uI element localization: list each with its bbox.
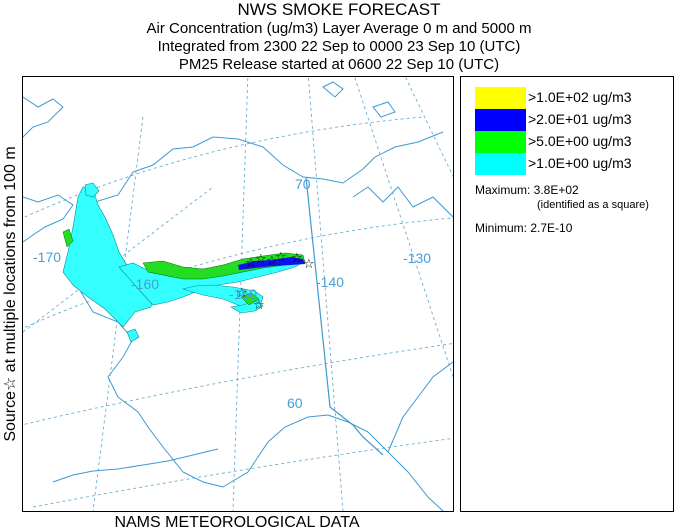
legend-label-1e02: >1.0E+02 ug/m3 — [528, 89, 632, 105]
coastline-south-alaska — [222, 414, 444, 511]
label-lat-60: 60 — [287, 395, 303, 411]
graticule-lon-130 — [354, 77, 453, 378]
plume-cyan-north — [84, 182, 100, 198]
coastline-canada-west — [387, 361, 453, 453]
legend-maximum-note: (identified as a square) — [537, 199, 649, 211]
coastline-chukotka — [23, 194, 74, 243]
map-svg: ☆ ☆ ☆ ☆ ☆ ☆ ☆ ☆ -170 -160 -150 -140 -130… — [23, 77, 453, 511]
graticule-lon-120 — [404, 77, 453, 178]
legend-swatch-cyan — [475, 153, 526, 175]
meteorological-data-label: NAMS METEOROLOGICAL DATA — [114, 514, 360, 531]
legend-label-2e01: >2.0E+01 ug/m3 — [528, 111, 632, 127]
label-lon-m140: -140 — [316, 274, 344, 290]
label-lon-m160: -160 — [131, 276, 159, 292]
plume-cyan-south — [181, 284, 264, 311]
forecast-subtitle-integration: Integrated from 2300 22 Sep to 0000 23 S… — [157, 38, 521, 55]
source-marker: ☆ — [236, 286, 248, 301]
label-lon-m150: -150 — [229, 286, 257, 302]
source-marker: ☆ — [253, 298, 265, 313]
alaska-canada-border — [305, 176, 384, 456]
legend-label-5e00: >5.0E+00 ug/m3 — [528, 133, 632, 149]
forecast-subtitle-release: PM25 Release started at 0600 22 Sep 10 (… — [178, 56, 500, 73]
plume-green-layer — [62, 228, 306, 306]
coastline-aleutians — [52, 448, 219, 483]
legend-label-1e00: >1.0E+00 ug/m3 — [528, 155, 632, 171]
source-marker: ☆ — [275, 250, 287, 265]
legend-swatch-yellow — [475, 87, 526, 109]
plume-cyan-blob — [126, 328, 140, 343]
coastline-canada-arctic — [352, 186, 453, 218]
concentration-legend: >1.0E+02 ug/m3 >2.0E+01 ug/m3 >5.0E+00 u… — [460, 76, 674, 512]
plume-cyan-west — [62, 186, 154, 328]
coastline-north-alaska — [82, 131, 444, 238]
legend-minimum: Minimum: 2.7E-10 — [475, 221, 573, 235]
source-marker: ☆ — [291, 251, 303, 266]
plume-blue-layer — [238, 257, 305, 270]
label-lon-m130: -130 — [403, 250, 431, 266]
source-side-label: Source☆ at multiple locations from 100 m — [2, 146, 19, 442]
plume-green-sw — [62, 228, 74, 248]
forecast-subtitle-concentration: Air Concentration (ug/m3) Layer Average … — [146, 20, 532, 37]
plume-cyan-south2 — [230, 300, 264, 314]
plume-green-main — [142, 252, 306, 280]
source-marker: ☆ — [255, 252, 267, 267]
smoke-map: ☆ ☆ ☆ ☆ ☆ ☆ ☆ ☆ -170 -160 -150 -140 -130… — [22, 76, 454, 512]
source-marker: ☆ — [266, 254, 278, 269]
legend-swatch-green — [475, 131, 526, 153]
coastline-islands — [322, 81, 396, 118]
plume-green-south — [240, 292, 260, 306]
graticule-lon-140 — [307, 77, 344, 511]
plume-blue-main — [238, 257, 305, 270]
graticule-lon-170 — [23, 186, 214, 333]
graticule-lat-70 — [23, 116, 424, 219]
label-lat-70: 70 — [295, 176, 311, 192]
graticule-lon-150 — [232, 77, 249, 511]
forecast-title: NWS SMOKE FORECAST — [237, 0, 441, 19]
source-markers: ☆ ☆ ☆ ☆ ☆ ☆ ☆ ☆ — [236, 250, 315, 313]
legend-maximum: Maximum: 3.8E+02 — [475, 183, 579, 197]
source-marker: ☆ — [245, 256, 257, 271]
source-marker: ☆ — [303, 257, 315, 272]
coastline-siberia — [23, 96, 64, 138]
legend-swatch-blue — [475, 109, 526, 131]
graticule-lat-60 — [23, 343, 453, 426]
label-lon-m170: -170 — [33, 249, 61, 265]
